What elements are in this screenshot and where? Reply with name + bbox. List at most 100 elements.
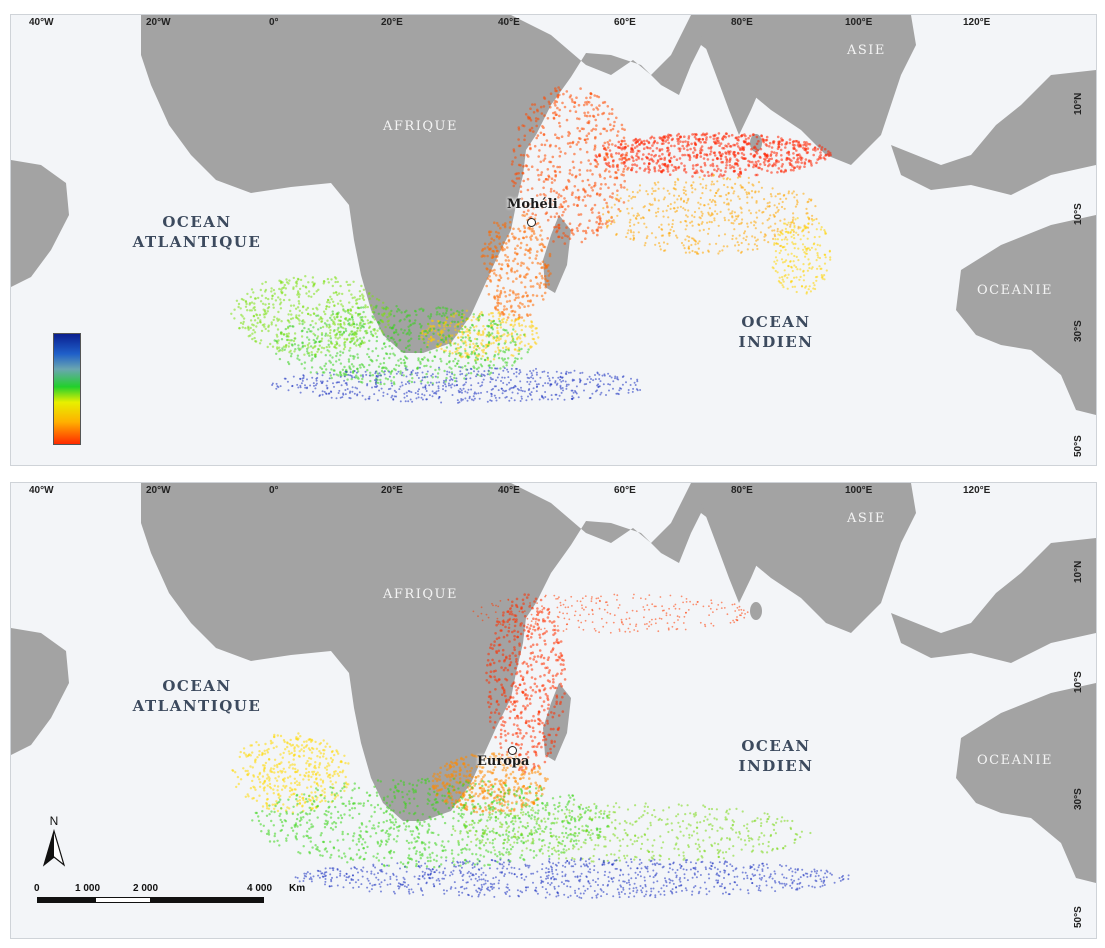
trajectory-point [508,612,512,616]
trajectory-point [790,235,793,238]
trajectory-point [803,140,806,144]
trajectory-point [291,325,294,328]
trajectory-point [526,249,530,252]
trajectory-point [312,382,315,385]
trajectory-point [558,147,561,150]
trajectory-point [684,228,687,231]
trajectory-point [549,187,553,191]
trajectory-point [428,351,432,354]
trajectory-point [801,243,805,246]
trajectory-point [562,200,566,204]
trajectory-point [614,171,617,174]
trajectory-point [530,321,534,324]
trajectory-point [535,367,537,370]
trajectory-point [284,377,287,380]
trajectory-point [622,167,626,171]
trajectory-point [657,187,660,190]
trajectory-point [753,243,757,246]
trajectory-point [662,169,665,172]
trajectory-point [747,243,750,246]
trajectory-point [538,636,542,639]
trajectory-point [611,192,614,195]
trajectory-point [550,398,553,401]
trajectory-point [751,196,754,199]
trajectory-point [782,286,785,289]
trajectory-point [425,334,428,338]
trajectory-point [429,315,433,318]
trajectory-point [417,377,420,379]
trajectory-point [382,361,386,365]
trajectory-point [635,623,638,626]
trajectory-point [375,374,378,377]
trajectory-point [697,138,700,141]
trajectory-point [519,153,523,157]
trajectory-point [302,305,305,308]
trajectory-point [709,147,713,150]
trajectory-point [510,604,514,607]
trajectory-point [760,186,764,189]
trajectory-point [668,234,671,237]
trajectory-point [251,337,254,341]
trajectory-point [419,362,422,365]
trajectory-point [693,133,696,136]
trajectory-point [420,396,423,399]
trajectory-point [364,370,367,373]
trajectory-point [553,226,556,229]
trajectory-point [428,394,431,397]
trajectory-point [790,228,793,232]
trajectory-point [497,301,501,305]
trajectory-point [807,288,810,291]
trajectory-point [489,381,492,383]
trajectory-point [735,237,738,240]
trajectory-point [250,301,254,304]
trajectory-point [794,205,798,208]
trajectory-point [491,253,495,257]
trajectory-point [507,238,511,242]
trajectory-point [782,222,786,225]
trajectory-point [497,342,501,345]
trajectory-point [747,164,751,168]
trajectory-point [321,390,324,393]
trajectory-point [568,109,572,113]
trajectory-point [494,306,497,310]
trajectory-point [290,313,293,316]
trajectory-point [578,168,581,172]
trajectory-point [486,358,490,361]
trajectory-point [803,165,806,168]
trajectory-point [367,355,371,359]
trajectory-point [531,285,535,288]
trajectory-point [439,306,442,310]
trajectory-point [561,213,564,217]
trajectory-point [458,351,461,355]
trajectory-point [454,350,457,354]
trajectory-point [731,603,734,606]
trajectory-point [343,365,346,369]
trajectory-point [557,196,560,199]
trajectory-point [497,636,501,640]
trajectory-point [743,232,746,235]
trajectory-point [291,317,295,320]
trajectory-point [625,618,628,620]
trajectory-point [311,346,315,350]
trajectory-point [314,340,317,343]
trajectory-point [567,205,570,208]
trajectory-point [547,656,550,659]
trajectory-point [423,394,426,397]
trajectory-point [795,266,798,269]
trajectory-point [525,634,529,638]
trajectory-point [519,334,522,337]
trajectory-point [512,184,516,188]
trajectory-point [555,100,559,104]
trajectory-point [329,361,332,364]
trajectory-point [737,173,740,176]
trajectory-point [736,215,739,218]
trajectory-point [527,268,531,271]
trajectory-point [428,384,431,387]
trajectory-point [410,370,413,373]
trajectory-point [498,311,501,314]
trajectory-point [576,204,579,207]
trajectory-point [794,242,797,245]
trajectory-point [482,348,485,352]
trajectory-point [543,639,546,643]
trajectory-point [548,102,551,106]
